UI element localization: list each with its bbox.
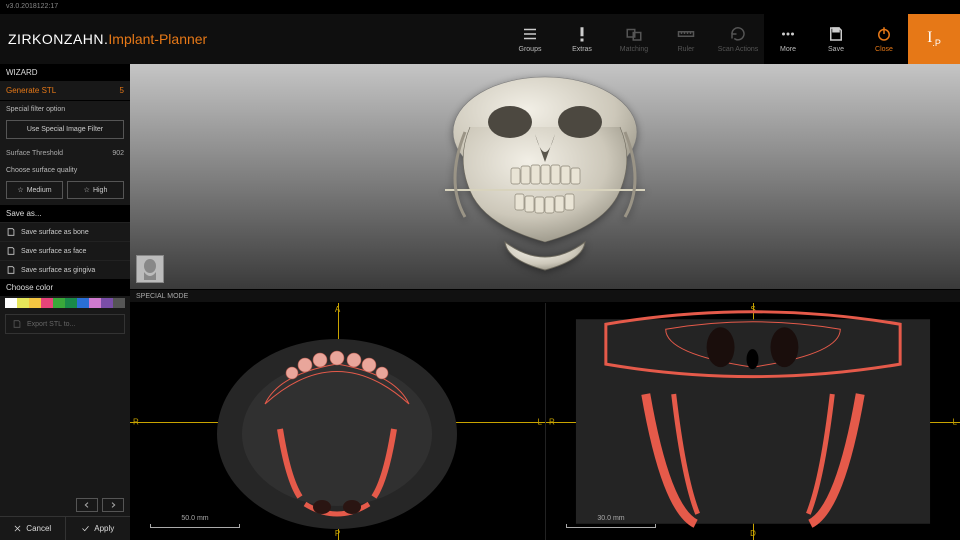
ruler-icon [677, 25, 695, 43]
wizard-next-button[interactable] [102, 498, 124, 512]
titlebar: ZIRKONZAHN.Implant-Planner Groups Extras… [0, 14, 960, 64]
dots-icon [779, 25, 797, 43]
wizard-step[interactable]: Generate STL 5 [0, 81, 130, 101]
check-icon [81, 524, 90, 533]
scan-actions-button[interactable]: Scan Actions [712, 14, 764, 64]
matching-icon [625, 25, 643, 43]
scalebar-left: 50.0 mm [150, 515, 240, 528]
slice-views: A P R L [130, 303, 960, 540]
brand: ZIRKONZAHN.Implant-Planner [0, 31, 207, 47]
mode-bar: SPECIAL MODE [130, 289, 960, 303]
quality-medium-button[interactable]: ☆ Medium [6, 181, 63, 199]
close-icon [13, 524, 22, 533]
threshold-label: Surface Threshold [6, 150, 63, 157]
views-area: SPECIAL MODE A P R L [130, 64, 960, 540]
save-icon [827, 25, 845, 43]
save-as-face[interactable]: Save surface as face [0, 241, 130, 260]
save-icon [6, 246, 16, 256]
axial-scan [130, 303, 545, 540]
save-as-gingiva[interactable]: Save surface as gingiva [0, 260, 130, 279]
exclaim-icon [573, 25, 591, 43]
cancel-button[interactable]: Cancel [0, 517, 65, 540]
wizard-header: WIZARD [0, 64, 130, 81]
color-swatch[interactable] [65, 298, 77, 308]
arrow-right-icon [108, 501, 118, 509]
coronal-scan [546, 303, 960, 540]
brand-part2: Implant-Planner [108, 31, 207, 47]
extras-button[interactable]: Extras [556, 14, 608, 64]
axial-slice[interactable]: A P R L [130, 303, 545, 540]
color-swatch[interactable] [53, 298, 65, 308]
wizard-sidebar: WIZARD Generate STL 5 Special filter opt… [0, 64, 130, 540]
scalebar-right: 30.0 mm [566, 515, 656, 528]
head-icon [140, 258, 160, 280]
color-swatch[interactable] [29, 298, 41, 308]
color-swatches[interactable] [0, 296, 130, 314]
brand-part1: ZIRKONZAHN. [8, 31, 108, 47]
color-swatch[interactable] [77, 298, 89, 308]
apply-button[interactable]: Apply [65, 517, 131, 540]
coronal-slice[interactable]: S D R L [545, 303, 960, 540]
threshold-value: 902 [112, 150, 124, 157]
special-filter-button[interactable]: Use Special Image Filter [6, 120, 124, 139]
save-as-header: Save as... [0, 205, 130, 222]
matching-button[interactable]: Matching [608, 14, 660, 64]
refresh-icon [729, 25, 747, 43]
close-button[interactable]: Close [860, 14, 908, 64]
color-swatch[interactable] [113, 298, 125, 308]
quality-high-button[interactable]: ☆ High [67, 181, 124, 199]
color-swatch[interactable] [89, 298, 101, 308]
ruler-button[interactable]: Ruler [660, 14, 712, 64]
arrow-left-icon [82, 501, 92, 509]
wizard-prev-button[interactable] [76, 498, 98, 512]
version-text: v3.0.2018122:17 [6, 3, 58, 10]
groups-button[interactable]: Groups [504, 14, 556, 64]
star-icon: ☆ [17, 186, 23, 194]
choose-color-header: Choose color [0, 279, 130, 296]
logo-block[interactable]: I.P [908, 14, 960, 64]
view-3d[interactable] [130, 64, 960, 289]
save-icon [6, 227, 16, 237]
filter-label: Special filter option [0, 101, 130, 118]
version-bar: v3.0.2018122:17 [0, 0, 960, 14]
more-button[interactable]: More [764, 14, 812, 64]
star-icon: ☆ [84, 186, 90, 194]
color-swatch[interactable] [5, 298, 17, 308]
skull-render [415, 72, 675, 282]
orientation-gizmo[interactable] [136, 255, 164, 283]
toolbar-dark-group: More Save Close [764, 14, 908, 64]
color-swatch[interactable] [17, 298, 29, 308]
save-as-bone[interactable]: Save surface as bone [0, 222, 130, 241]
quality-label: Choose surface quality [0, 162, 130, 179]
menu-icon [521, 25, 539, 43]
save-button[interactable]: Save [812, 14, 860, 64]
app-root: v3.0.2018122:17 ZIRKONZAHN.Implant-Plann… [0, 0, 960, 540]
power-icon [875, 25, 893, 43]
color-swatch[interactable] [41, 298, 53, 308]
export-stl-button[interactable]: Export STL to... [5, 314, 125, 334]
save-icon [12, 319, 22, 329]
save-icon [6, 265, 16, 275]
threshold-row: Surface Threshold 902 [0, 145, 130, 162]
color-swatch[interactable] [101, 298, 113, 308]
